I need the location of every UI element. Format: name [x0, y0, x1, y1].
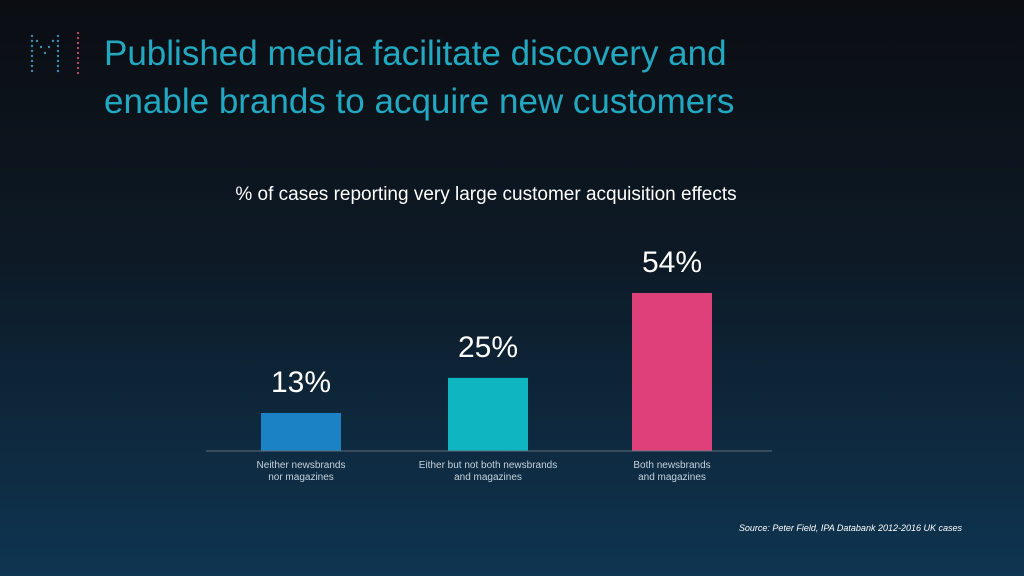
data-label-1: 13% [271, 366, 331, 399]
bar-2 [448, 377, 528, 451]
page-title: Published media facilitate discovery and… [104, 30, 904, 126]
category-label-3-line-1: Both newsbrands [633, 460, 710, 471]
chart-title: % of cases reporting very large customer… [235, 184, 737, 205]
category-label-2-line-2: and magazines [454, 472, 522, 483]
dotted-m-logo-icon [30, 31, 80, 75]
page-title-line-2: enable brands to acquire new customers [104, 82, 735, 121]
data-label-2: 25% [458, 331, 518, 364]
category-label-1-line-1: Neither newsbrands [257, 460, 346, 471]
category-label-2-line-1: Either but not both newsbrands [419, 460, 557, 471]
page-title-line-1: Published media facilitate discovery and [104, 34, 727, 73]
data-label-3: 54% [642, 246, 702, 279]
bar-1 [261, 412, 341, 451]
category-label-3-line-2: and magazines [638, 472, 706, 483]
source-note: Source: Peter Field, IPA Databank 2012-2… [738, 523, 962, 533]
bar-3 [632, 293, 712, 451]
category-label-1-line-2: nor magazines [268, 472, 334, 483]
